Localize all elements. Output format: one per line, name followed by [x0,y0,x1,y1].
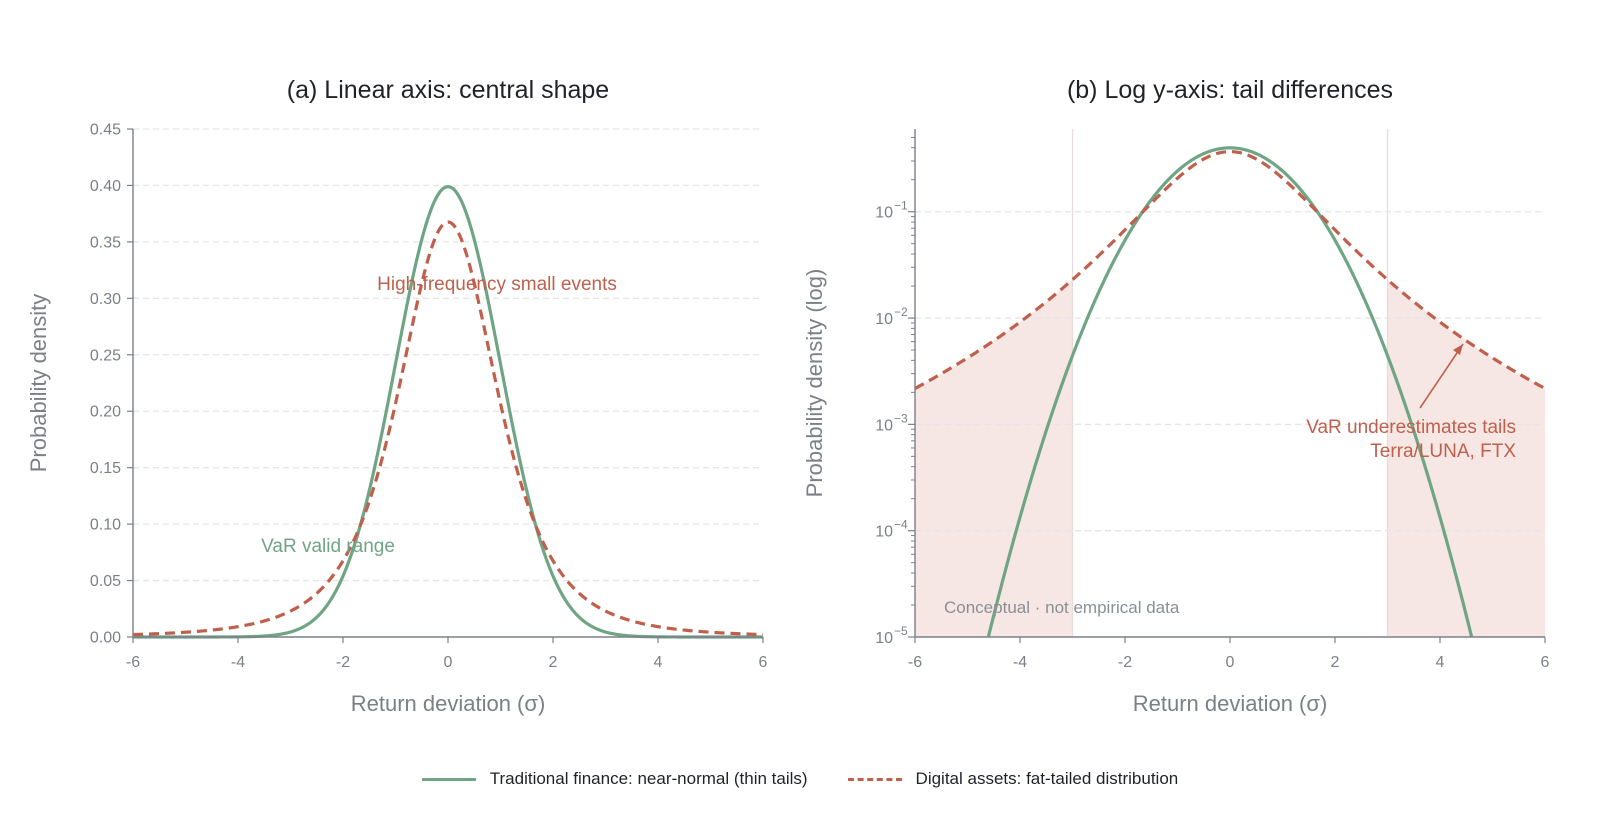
panel-b-tail-shading [915,129,1545,637]
legend-label-digital: Digital assets: fat-tailed distribution [915,769,1179,788]
y-tick-label: 10 [875,311,893,328]
y-tick-label: 10 [875,524,893,541]
series-traditional-line [986,146,1474,637]
figure: (a) Linear axis: central shape -6 -4 -2 0 2 4… [26,76,1550,716]
x-tick-label: 6 [759,654,768,671]
panel-a-title: (a) Linear axis: central shape [287,76,609,104]
x-tick-label: 4 [1436,654,1445,671]
panel-b-grid [915,211,1545,532]
panel-b-curves [914,146,1546,637]
panel-a-grid [133,128,763,582]
series-digital-line [132,220,764,637]
x-tick-label: -4 [231,654,245,671]
x-tick-label: 4 [654,654,663,671]
y-tick-label: 0.35 [90,234,121,251]
y-tick-label: 0.00 [90,630,121,647]
legend: Traditional finance: near-normal (thin t… [0,764,1600,794]
y-tick-exponent: −5 [894,624,908,638]
legend-item-traditional: Traditional finance: near-normal (thin t… [421,769,808,789]
legend-solid-swatch [421,777,476,781]
legend-dashed-swatch [847,777,902,781]
y-tick-label: 0.20 [90,404,121,421]
y-tick-label: 10 [875,417,893,434]
annotation-conceptual: Conceptual · not empirical data [944,598,1180,617]
legend-label-traditional: Traditional finance: near-normal (thin t… [489,769,808,788]
panel-b: (b) Log y-axis: tail differences -6 -4 -2 0… [802,76,1550,716]
annotation-arrow-line [1419,343,1464,409]
y-tick-exponent: −4 [894,518,908,532]
panel-b-xticks: -6 -4 -2 0 2 4 6 [908,637,1550,671]
y-tick-label: 0.40 [90,178,121,195]
y-tick-label: 0.05 [90,573,121,590]
panel-a-ylabel: Probability density [26,294,51,473]
y-tick-label: 0.45 [90,122,121,139]
annotation-high-frequency: High-frequency small events [377,274,617,295]
tail-shade [1387,279,1545,637]
y-tick-label: 10 [875,630,893,647]
x-tick-label: -2 [1118,654,1132,671]
panel-a-xlabel: Return deviation (σ) [351,691,546,716]
panel-b-yticks: 10−510−410−310−210−1 [875,136,915,647]
annotation-var-underestimates: VaR underestimates tails [1306,417,1516,438]
x-tick-label: 0 [444,654,453,671]
y-tick-label: 0.15 [90,460,121,477]
panel-a-xticks: -6 -4 -2 0 2 4 6 [126,637,768,671]
x-tick-label: -4 [1013,654,1027,671]
x-tick-label: 0 [1226,654,1235,671]
y-tick-exponent: −2 [894,305,908,319]
tail-shade [915,279,1073,637]
x-tick-label: 2 [549,654,558,671]
x-tick-label: -6 [126,654,140,671]
panel-b-ylabel: Probability density (log) [802,269,827,498]
panel-b-xlabel: Return deviation (σ) [1133,691,1328,716]
panel-a-axes [132,129,763,638]
y-tick-label: 0.10 [90,517,121,534]
y-tick-label: 0.30 [90,291,121,308]
x-tick-label: 2 [1331,654,1340,671]
annotation-terra-ftx: Terra/LUNA, FTX [1370,441,1516,462]
annotation-var-valid: VaR valid range [261,536,395,557]
x-tick-label: -6 [908,654,922,671]
y-tick-label: 10 [875,205,893,222]
x-tick-label: 6 [1541,654,1550,671]
annotation-arrow-head [1453,344,1463,355]
y-tick-label: 0.25 [90,347,121,364]
y-tick-exponent: −1 [894,199,908,213]
y-tick-exponent: −3 [894,411,908,425]
x-tick-label: -2 [336,654,350,671]
legend-item-digital: Digital assets: fat-tailed distribution [847,769,1179,789]
panel-b-title: (b) Log y-axis: tail differences [1067,76,1393,104]
panel-a: (a) Linear axis: central shape -6 -4 -2 0 2 4… [26,76,768,716]
panel-a-yticks: 0.00 0.05 0.10 0.15 0.20 0.25 0.30 0.35 0.40 0.45 [90,122,133,647]
